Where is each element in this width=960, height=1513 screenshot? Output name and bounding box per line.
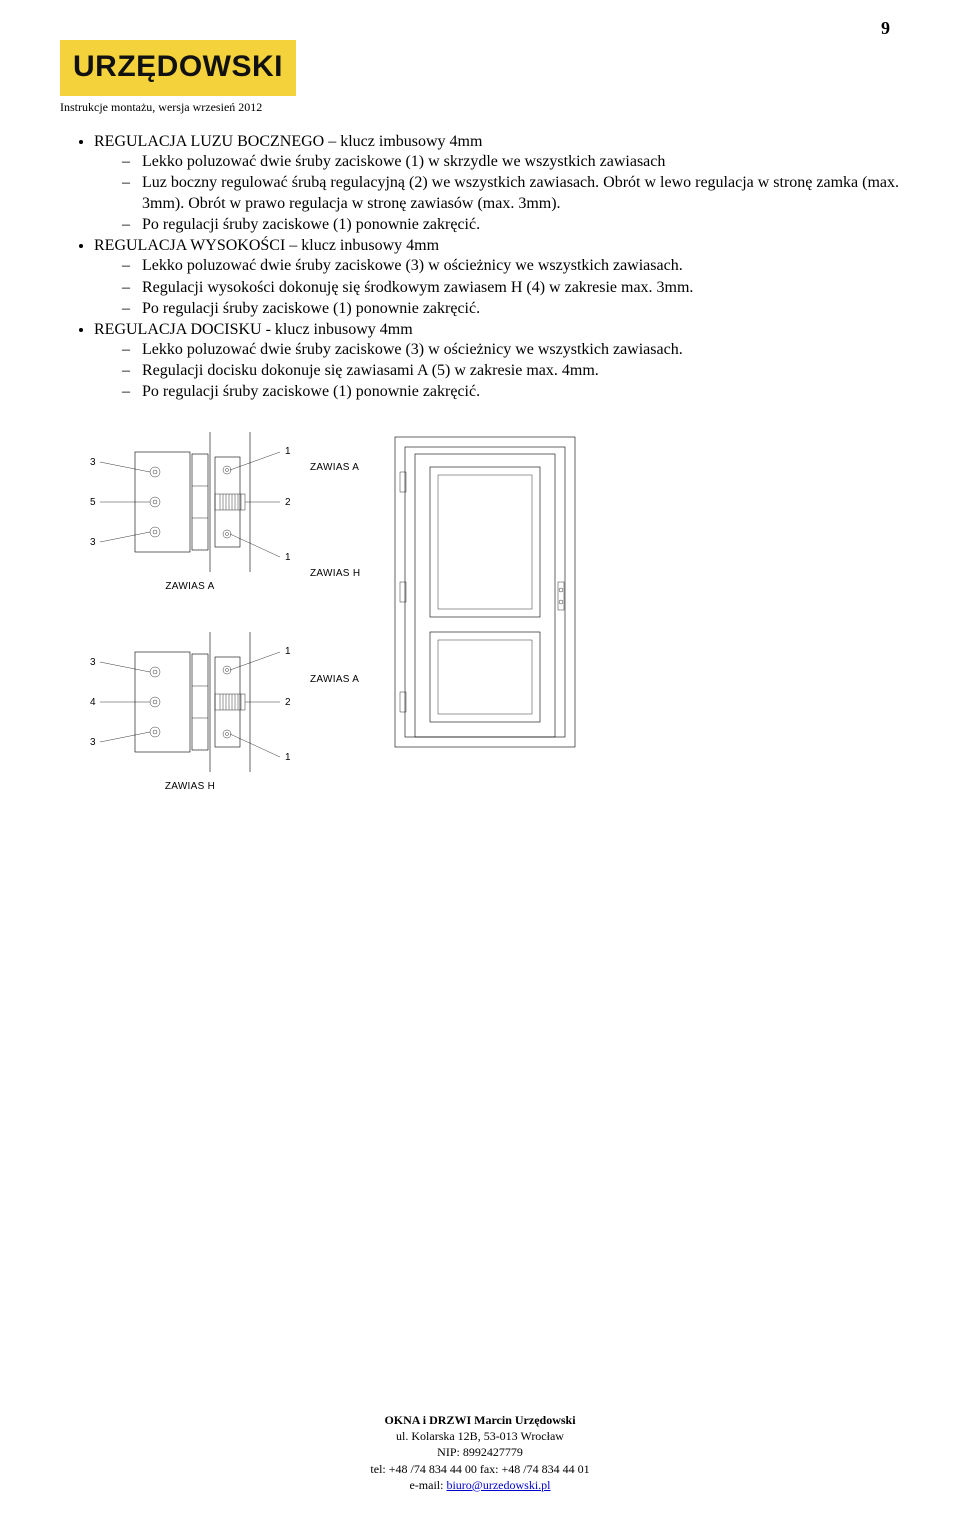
callout: 3 [90,657,96,668]
list-item: Lekko poluzować dwie śruby zaciskowe (1)… [122,151,900,172]
door-label-a2: ZAWIAS A [310,674,390,685]
section-2: REGULACJA WYSOKOŚCI – klucz inbusowy 4mm… [94,237,900,318]
section-1-title: REGULACJA LUZU BOCZNEGO – klucz imbusowy… [94,133,482,150]
section-1: REGULACJA LUZU BOCZNEGO – klucz imbusowy… [94,133,900,235]
hinge-a-caption: ZAWIAS A [70,581,310,592]
door-labels-column: ZAWIAS A ZAWIAS H ZAWIAS A [310,432,390,780]
footer-email-label: e-mail: [409,1478,446,1492]
hinge-h-svg: 3 4 3 1 2 1 [80,632,300,772]
section-3: REGULACJA DOCISKU - klucz inbusowy 4mm L… [94,321,900,402]
callout: 1 [285,646,291,657]
footer-email-link[interactable]: biuro@urzedowski.pl [446,1478,550,1492]
content-list: REGULACJA LUZU BOCZNEGO – klucz imbusowy… [60,133,900,402]
callout: 2 [285,697,291,708]
section-2-title: REGULACJA WYSOKOŚCI – klucz inbusowy 4mm [94,237,439,254]
callout: 3 [90,457,96,468]
list-item: Po regulacji śruby zaciskowe (1) ponowni… [122,214,900,235]
footer-tel: tel: +48 /74 834 44 00 fax: +48 /74 834 … [370,1462,589,1476]
page-number: 9 [881,18,890,39]
section-2-items: Lekko poluzować dwie śruby zaciskowe (3)… [94,255,900,318]
list-item: Lekko poluzować dwie śruby zaciskowe (3)… [122,339,900,360]
list-item: Regulacji docisku dokonuje się zawiasami… [122,360,900,381]
door-label-h: ZAWIAS H [310,568,390,579]
list-item: Lekko poluzować dwie śruby zaciskowe (3)… [122,255,900,276]
section-1-items: Lekko poluzować dwie śruby zaciskowe (1)… [94,151,900,235]
section-3-items: Lekko poluzować dwie śruby zaciskowe (3)… [94,339,900,402]
list-item: Po regulacji śruby zaciskowe (1) ponowni… [122,381,900,402]
page: 9 URZĘDOWSKI Instrukcje montażu, wersja … [0,0,960,1513]
logo-text: URZĘDOWSKI [73,50,283,83]
callout: 5 [90,497,96,508]
footer-address: ul. Kolarska 12B, 53-013 Wrocław [396,1429,564,1443]
hinge-a-svg: 3 5 3 1 2 1 [80,432,300,572]
hinge-h-block: 3 4 3 1 2 1 ZAWIAS H [70,632,310,792]
callout: 4 [90,697,96,708]
list-item: Luz boczny regulować śrubą regulacyjną (… [122,172,900,214]
logo-block: URZĘDOWSKI [60,40,900,96]
sub-header: Instrukcje montażu, wersja wrzesień 2012 [60,100,900,115]
hinge-h-caption: ZAWIAS H [70,781,310,792]
hinge-a-block: 3 5 3 1 2 1 ZAWIAS A [70,432,310,592]
callout: 3 [90,737,96,748]
door-label-a: ZAWIAS A [310,462,390,473]
list-item: Regulacji wysokości dokonuję się środkow… [122,277,900,298]
section-3-title: REGULACJA DOCISKU - klucz inbusowy 4mm [94,321,413,338]
list-item: Po regulacji śruby zaciskowe (1) ponowni… [122,298,900,319]
callout: 2 [285,497,291,508]
footer-company: OKNA i DRZWI Marcin Urzędowski [384,1413,575,1427]
footer-nip: NIP: 8992427779 [437,1445,523,1459]
callout: 1 [285,446,291,457]
callout: 1 [285,752,291,763]
footer: OKNA i DRZWI Marcin Urzędowski ul. Kolar… [0,1412,960,1493]
hinge-diagrams-column: 3 5 3 1 2 1 ZAWIAS A [70,432,310,802]
callout: 1 [285,552,291,563]
logo: URZĘDOWSKI [60,40,296,96]
door-drawing [390,432,580,755]
diagram-area: 3 5 3 1 2 1 ZAWIAS A [70,432,900,802]
callout: 3 [90,537,96,548]
door-svg [390,432,580,752]
